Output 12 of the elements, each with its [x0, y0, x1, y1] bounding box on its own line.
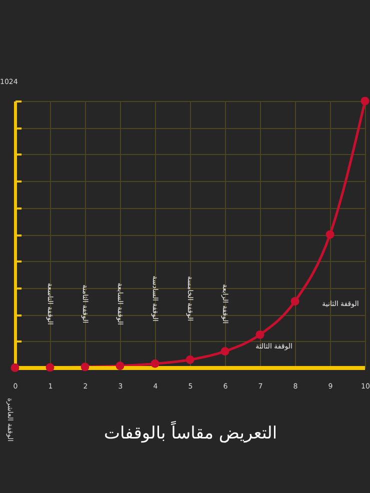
point: [256, 330, 264, 339]
point: [10, 364, 20, 372]
point: [150, 360, 160, 368]
point: [186, 356, 194, 364]
point: [220, 347, 230, 356]
point: [46, 363, 54, 372]
point: [290, 297, 300, 306]
point: [326, 230, 334, 239]
point: [80, 362, 90, 372]
point: [360, 96, 370, 106]
point: [116, 362, 124, 370]
x-axis-title: التعريض مقاساً بالوقفات: [104, 420, 278, 444]
